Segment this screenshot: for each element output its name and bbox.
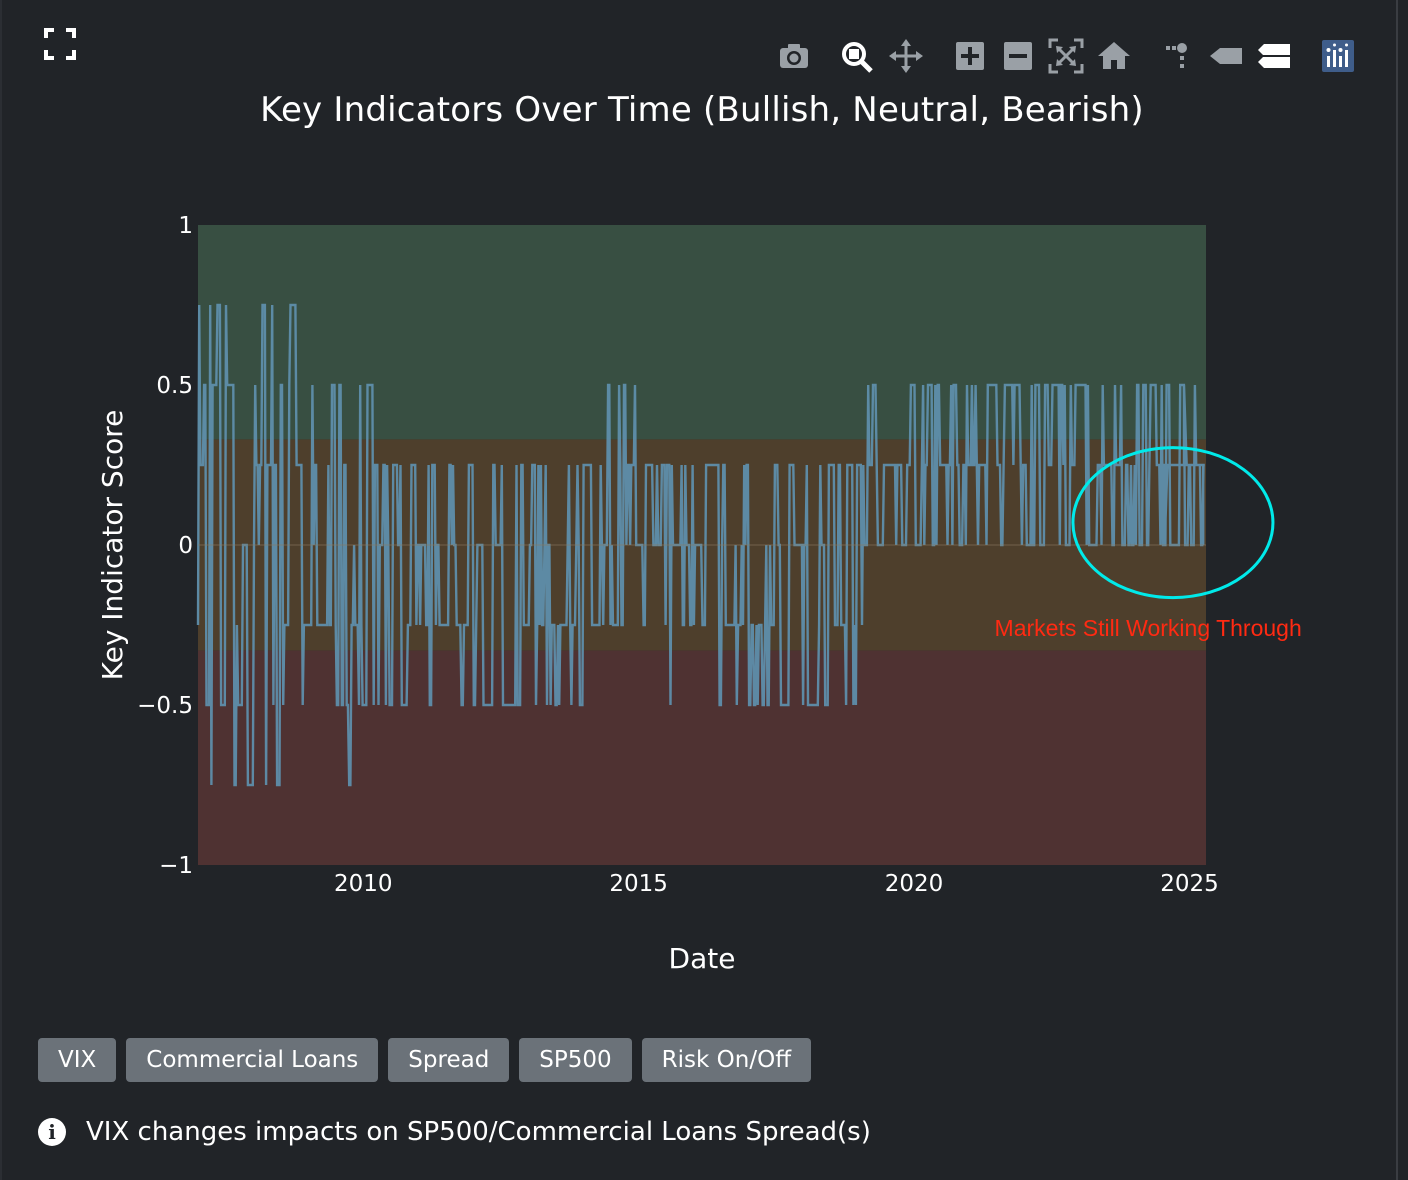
x-tick-label: 2020	[885, 871, 944, 897]
plotly-logo-icon[interactable]	[1318, 36, 1358, 76]
info-row: i VIX changes impacts on SP500/Commercia…	[38, 1112, 871, 1152]
risk-on-off-button[interactable]: Risk On/Off	[641, 1038, 812, 1082]
commercial-loans-button[interactable]: Commercial Loans	[126, 1038, 379, 1082]
info-text: VIX changes impacts on SP500/Commercial …	[86, 1117, 871, 1147]
series-layer	[196, 303, 1206, 787]
y-axis-label: Key Indicator Score	[96, 410, 129, 681]
y-tick-label: −0.5	[137, 693, 193, 719]
x-tick-label: 2015	[609, 871, 668, 897]
y-tick-label: 1	[178, 213, 193, 239]
highlight-ellipse	[1071, 446, 1275, 600]
spread-button[interactable]: Spread	[388, 1038, 510, 1082]
annotation-layer: Markets Still Working Through	[995, 446, 1302, 641]
sp500-button[interactable]: SP500	[519, 1038, 632, 1082]
reset-axes-icon[interactable]	[1094, 36, 1134, 76]
y-tick-label: 0.5	[156, 373, 193, 399]
chart-title: Key Indicators Over Time (Bullish, Neutr…	[260, 90, 1144, 130]
vix-button[interactable]: VIX	[38, 1038, 117, 1082]
zoom-out-icon[interactable]	[998, 36, 1038, 76]
series-button-bar: VIX Commercial Loans Spread SP500 Risk O…	[38, 1038, 812, 1082]
zone-bullish	[198, 225, 1206, 440]
zoom-in-icon[interactable]	[950, 36, 990, 76]
zoom-icon[interactable]	[836, 36, 876, 76]
camera-icon[interactable]	[774, 36, 814, 76]
hover-closest-icon[interactable]	[1206, 36, 1246, 76]
hover-compare-icon[interactable]	[1254, 36, 1294, 76]
y-tick-label: −1	[159, 853, 193, 879]
info-icon: i	[38, 1118, 66, 1146]
x-tick-label: 2010	[334, 871, 393, 897]
autoscale-icon[interactable]	[1046, 36, 1086, 76]
annotation-label: Markets Still Working Through	[995, 615, 1302, 641]
x-tick-label: 2025	[1160, 871, 1219, 897]
spike-lines-icon[interactable]	[1158, 36, 1198, 76]
tick-layer: 2010 2015 2020 2025 1 0.5 0 −0.5 −1	[137, 213, 1219, 897]
pan-icon[interactable]	[886, 36, 926, 76]
y-tick-label: 0	[178, 533, 193, 559]
chart-svg[interactable]: 2010 2015 2020 2025 1 0.5 0 −0.5 −1 Markets Stil…	[0, 0, 1404, 1000]
x-axis-label: Date	[669, 942, 736, 975]
fullscreen-icon[interactable]	[44, 28, 76, 60]
